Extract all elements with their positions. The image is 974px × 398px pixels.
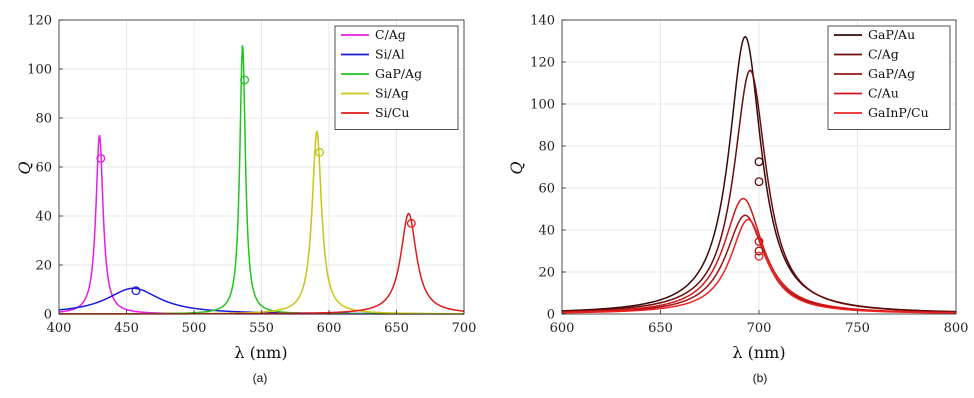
legend-entry: GaP/Ag: [868, 66, 915, 81]
legend-b: GaP/Au C/Ag GaP/Ag C/Au GaInP/Cu: [827, 25, 951, 130]
series-marker-si-cu: [406, 218, 416, 228]
x-tick-label: 800: [944, 321, 969, 336]
x-tick-label: 550: [249, 321, 274, 336]
x-tick-label: 650: [648, 321, 673, 336]
y-tick-label: 60: [35, 161, 52, 176]
x-tick-label: 500: [182, 321, 207, 336]
y-tick-label: 20: [35, 259, 52, 274]
caption-b: (b): [753, 371, 768, 385]
y-tick-label: 0: [547, 308, 555, 323]
chart-panel-a: 400 450 500 550 600 650 700 0 20 40 60 80 100 120 λ …: [15, 14, 476, 386]
chart-panel-b: 600 650 700 750 800 0 20 40 60 80 100 120 140 λ (nm…: [507, 14, 968, 386]
y-tick-label: 100: [27, 63, 52, 78]
y-tick-label: 80: [35, 112, 52, 127]
series-marker-gap-ag: [240, 75, 250, 85]
legend-entry: GaP/Ag: [375, 66, 422, 81]
x-axis-label-a: λ (nm): [234, 343, 287, 362]
legend-entry: C/Ag: [375, 27, 406, 42]
y-tick-label: 120: [530, 56, 555, 71]
y-tick-label: 60: [538, 182, 555, 197]
series-line-c-ag: [561, 69, 957, 313]
x-ticks-b: 600 650 700 750 800: [550, 310, 969, 336]
series-marker-gainp-cu: [754, 251, 764, 261]
y-tick-label: 120: [27, 14, 52, 29]
legend-entry: GaInP/Cu: [868, 105, 929, 120]
series-marker-si-ag: [315, 147, 324, 157]
x-tick-label: 600: [550, 321, 575, 336]
y-tick-label: 80: [538, 140, 555, 155]
y-tick-label: 20: [538, 266, 555, 281]
series-line-c-au: [561, 197, 957, 314]
x-tick-label: 700: [452, 321, 477, 336]
y-tick-label: 40: [35, 210, 52, 225]
y-tick-label: 0: [44, 308, 52, 323]
series-marker-gap-au: [754, 157, 764, 167]
x-tick-label: 750: [845, 321, 870, 336]
x-tick-label: 700: [747, 321, 772, 336]
y-tick-label: 40: [538, 224, 555, 239]
series-marker-gap-ag: [754, 246, 764, 256]
series-marker-c-ag: [96, 153, 106, 163]
x-axis-label-b: λ (nm): [732, 343, 785, 362]
y-tick-label: 100: [530, 98, 555, 113]
legend-entry: C/Au: [868, 86, 899, 101]
x-tick-label: 400: [47, 321, 72, 336]
legend-a: C/Ag Si/Al GaP/Ag Si/Ag Si/Cu: [334, 25, 459, 130]
y-tick-label: 140: [530, 14, 555, 29]
x-tick-label: 450: [114, 321, 139, 336]
series-markers-a: [96, 75, 416, 296]
x-ticks-a: 400 450 500 550 600 650 700: [47, 310, 477, 336]
legend-entry: Si/Cu: [375, 105, 409, 120]
y-axis-label-a: Q: [15, 161, 34, 174]
series-marker-c-au: [754, 237, 764, 246]
legend-entry: Si/Al: [375, 47, 405, 62]
legend-entry: GaP/Au: [868, 27, 915, 42]
legend-entry: Si/Ag: [375, 86, 409, 101]
series-marker-si-al: [131, 286, 141, 296]
series-marker-c-ag: [754, 177, 764, 187]
series-lines-b: [561, 36, 957, 314]
y-ticks-b: 0 20 40 60 80 100 120 140: [530, 14, 566, 323]
caption-a: (a): [253, 371, 268, 385]
y-axis-label-b: Q: [507, 161, 526, 174]
x-tick-label: 650: [384, 321, 409, 336]
series-markers-b: [754, 157, 764, 261]
x-tick-label: 600: [317, 321, 342, 336]
legend-entry: C/Ag: [868, 47, 899, 62]
y-ticks-a: 0 20 40 60 80 100 120: [27, 14, 63, 323]
